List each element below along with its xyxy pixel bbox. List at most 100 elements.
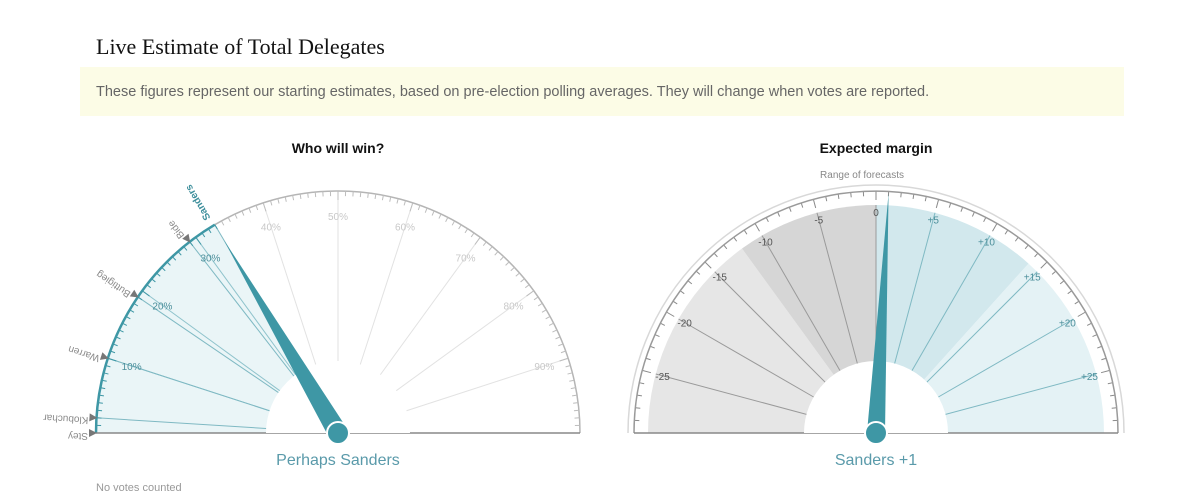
candidate-line-buttigieg	[137, 296, 279, 393]
win-tick-14	[118, 329, 124, 333]
win-tick-87	[555, 336, 561, 340]
margin-tick--18	[679, 290, 685, 295]
margin-tick--24	[645, 357, 651, 361]
margin-tick-14	[1034, 252, 1039, 258]
margin-tick--17	[687, 280, 693, 285]
win-tick-55	[374, 193, 377, 199]
win-tick-5	[98, 394, 104, 397]
margin-tick-10	[992, 223, 998, 232]
win-tick-80	[526, 290, 535, 297]
margin-gridline--10	[761, 235, 841, 371]
win-tick-10	[107, 357, 117, 362]
margin-tick-16	[1051, 270, 1057, 275]
margin-tick--3	[837, 193, 840, 199]
margin-tick--26	[639, 382, 645, 385]
win-tick-41	[270, 200, 273, 206]
win-tick-6	[100, 387, 106, 390]
win-tick-75	[505, 261, 510, 266]
win-tick-58	[396, 198, 399, 204]
margin-gridline--5	[816, 212, 858, 364]
margin-tick-label-minus5: -5	[814, 216, 823, 227]
win-tick-70	[474, 236, 481, 245]
margin-tick--4	[825, 196, 828, 202]
candidate-label-biden: Bide	[166, 217, 187, 240]
margin-tick-label-plus0: 0	[873, 208, 879, 219]
margin-gridline-10	[911, 235, 991, 371]
margin-gridline-25	[945, 373, 1097, 415]
win-tick-16	[125, 315, 131, 320]
margin-gridline-15	[926, 271, 1038, 383]
candidate-marker-warren	[99, 352, 109, 360]
win-tick-74	[499, 256, 505, 261]
win-needle-hub	[326, 421, 350, 445]
candidate-label-sanders: Sanders	[184, 182, 214, 222]
win-tick-37	[241, 210, 245, 216]
win-arc-active	[94, 223, 216, 434]
win-tick-26	[171, 256, 177, 261]
candidate-line-biden	[189, 241, 295, 377]
win-tick-23	[156, 272, 161, 277]
win-tick-61	[417, 205, 421, 211]
win-gridline-70	[379, 236, 481, 376]
margin-tick-4	[924, 196, 927, 202]
win-tick-22	[151, 278, 156, 283]
win-tick-60	[409, 202, 414, 212]
win-tick-57	[389, 196, 392, 202]
win-gridline-30	[195, 236, 297, 376]
margin-tick-3	[912, 193, 915, 199]
win-tick-9	[105, 365, 111, 368]
win-tick-71	[482, 241, 487, 247]
margin-gauge-readout: Sanders +1	[834, 452, 918, 469]
win-tick-56	[381, 195, 384, 201]
win-tick-45	[299, 193, 302, 199]
margin-tick--13	[723, 244, 728, 250]
win-tick-label-30: 30%	[200, 253, 220, 264]
margin-tick-label-minus10: -10	[758, 238, 773, 249]
win-tick-38	[248, 207, 252, 213]
margin-tick--12	[733, 236, 738, 242]
range-of-forecasts-label: Range of forecasts	[820, 170, 904, 181]
candidate-marker-buttigieg	[129, 289, 139, 298]
margin-arc	[633, 190, 1119, 434]
win-tick-32	[207, 228, 212, 234]
win-tick-17	[129, 309, 135, 313]
margin-tick-9	[983, 217, 987, 223]
margin-tick-26	[1107, 382, 1113, 385]
win-tick-83	[541, 309, 547, 313]
win-filled-region	[96, 224, 338, 433]
win-tick-label-50: 50%	[328, 212, 348, 223]
win-tick-73	[494, 251, 499, 256]
win-tick-15	[122, 322, 128, 326]
margin-gridline-20	[938, 318, 1074, 398]
margin-tick--22	[654, 334, 660, 338]
win-tick-46	[307, 192, 309, 198]
win-tick-21	[146, 284, 152, 289]
margin-tick-15	[1040, 261, 1048, 269]
margin-gridline--15	[714, 271, 826, 383]
margin-tick--14	[713, 252, 718, 258]
candidate-marker-biden	[182, 233, 191, 243]
win-tick-35	[227, 217, 231, 223]
margin-tick--10	[754, 223, 760, 232]
margin-tick-24	[1101, 357, 1107, 361]
win-gridline-80	[395, 290, 535, 392]
margin-gridline--20	[678, 318, 814, 398]
win-gridline-60	[359, 202, 414, 365]
win-tick-label-60: 60%	[395, 223, 415, 234]
margin-tick-label-minus25: -25	[655, 372, 670, 383]
win-tick-33	[214, 224, 218, 230]
margin-tick--16	[695, 270, 701, 275]
win-tick-28	[183, 246, 188, 251]
win-tick-7	[101, 379, 107, 382]
win-tick-66	[451, 220, 456, 226]
candidate-line-klobuchar	[96, 417, 267, 429]
margin-tick-label-plus5: +5	[927, 216, 939, 227]
win-tick-72	[488, 246, 493, 251]
win-tick-4	[97, 402, 103, 404]
win-tick-92	[567, 372, 573, 375]
win-tick-62	[424, 207, 428, 213]
no-votes-footnote: No votes counted	[96, 482, 182, 491]
win-tick-89	[560, 350, 566, 354]
win-tick-93	[569, 379, 575, 382]
